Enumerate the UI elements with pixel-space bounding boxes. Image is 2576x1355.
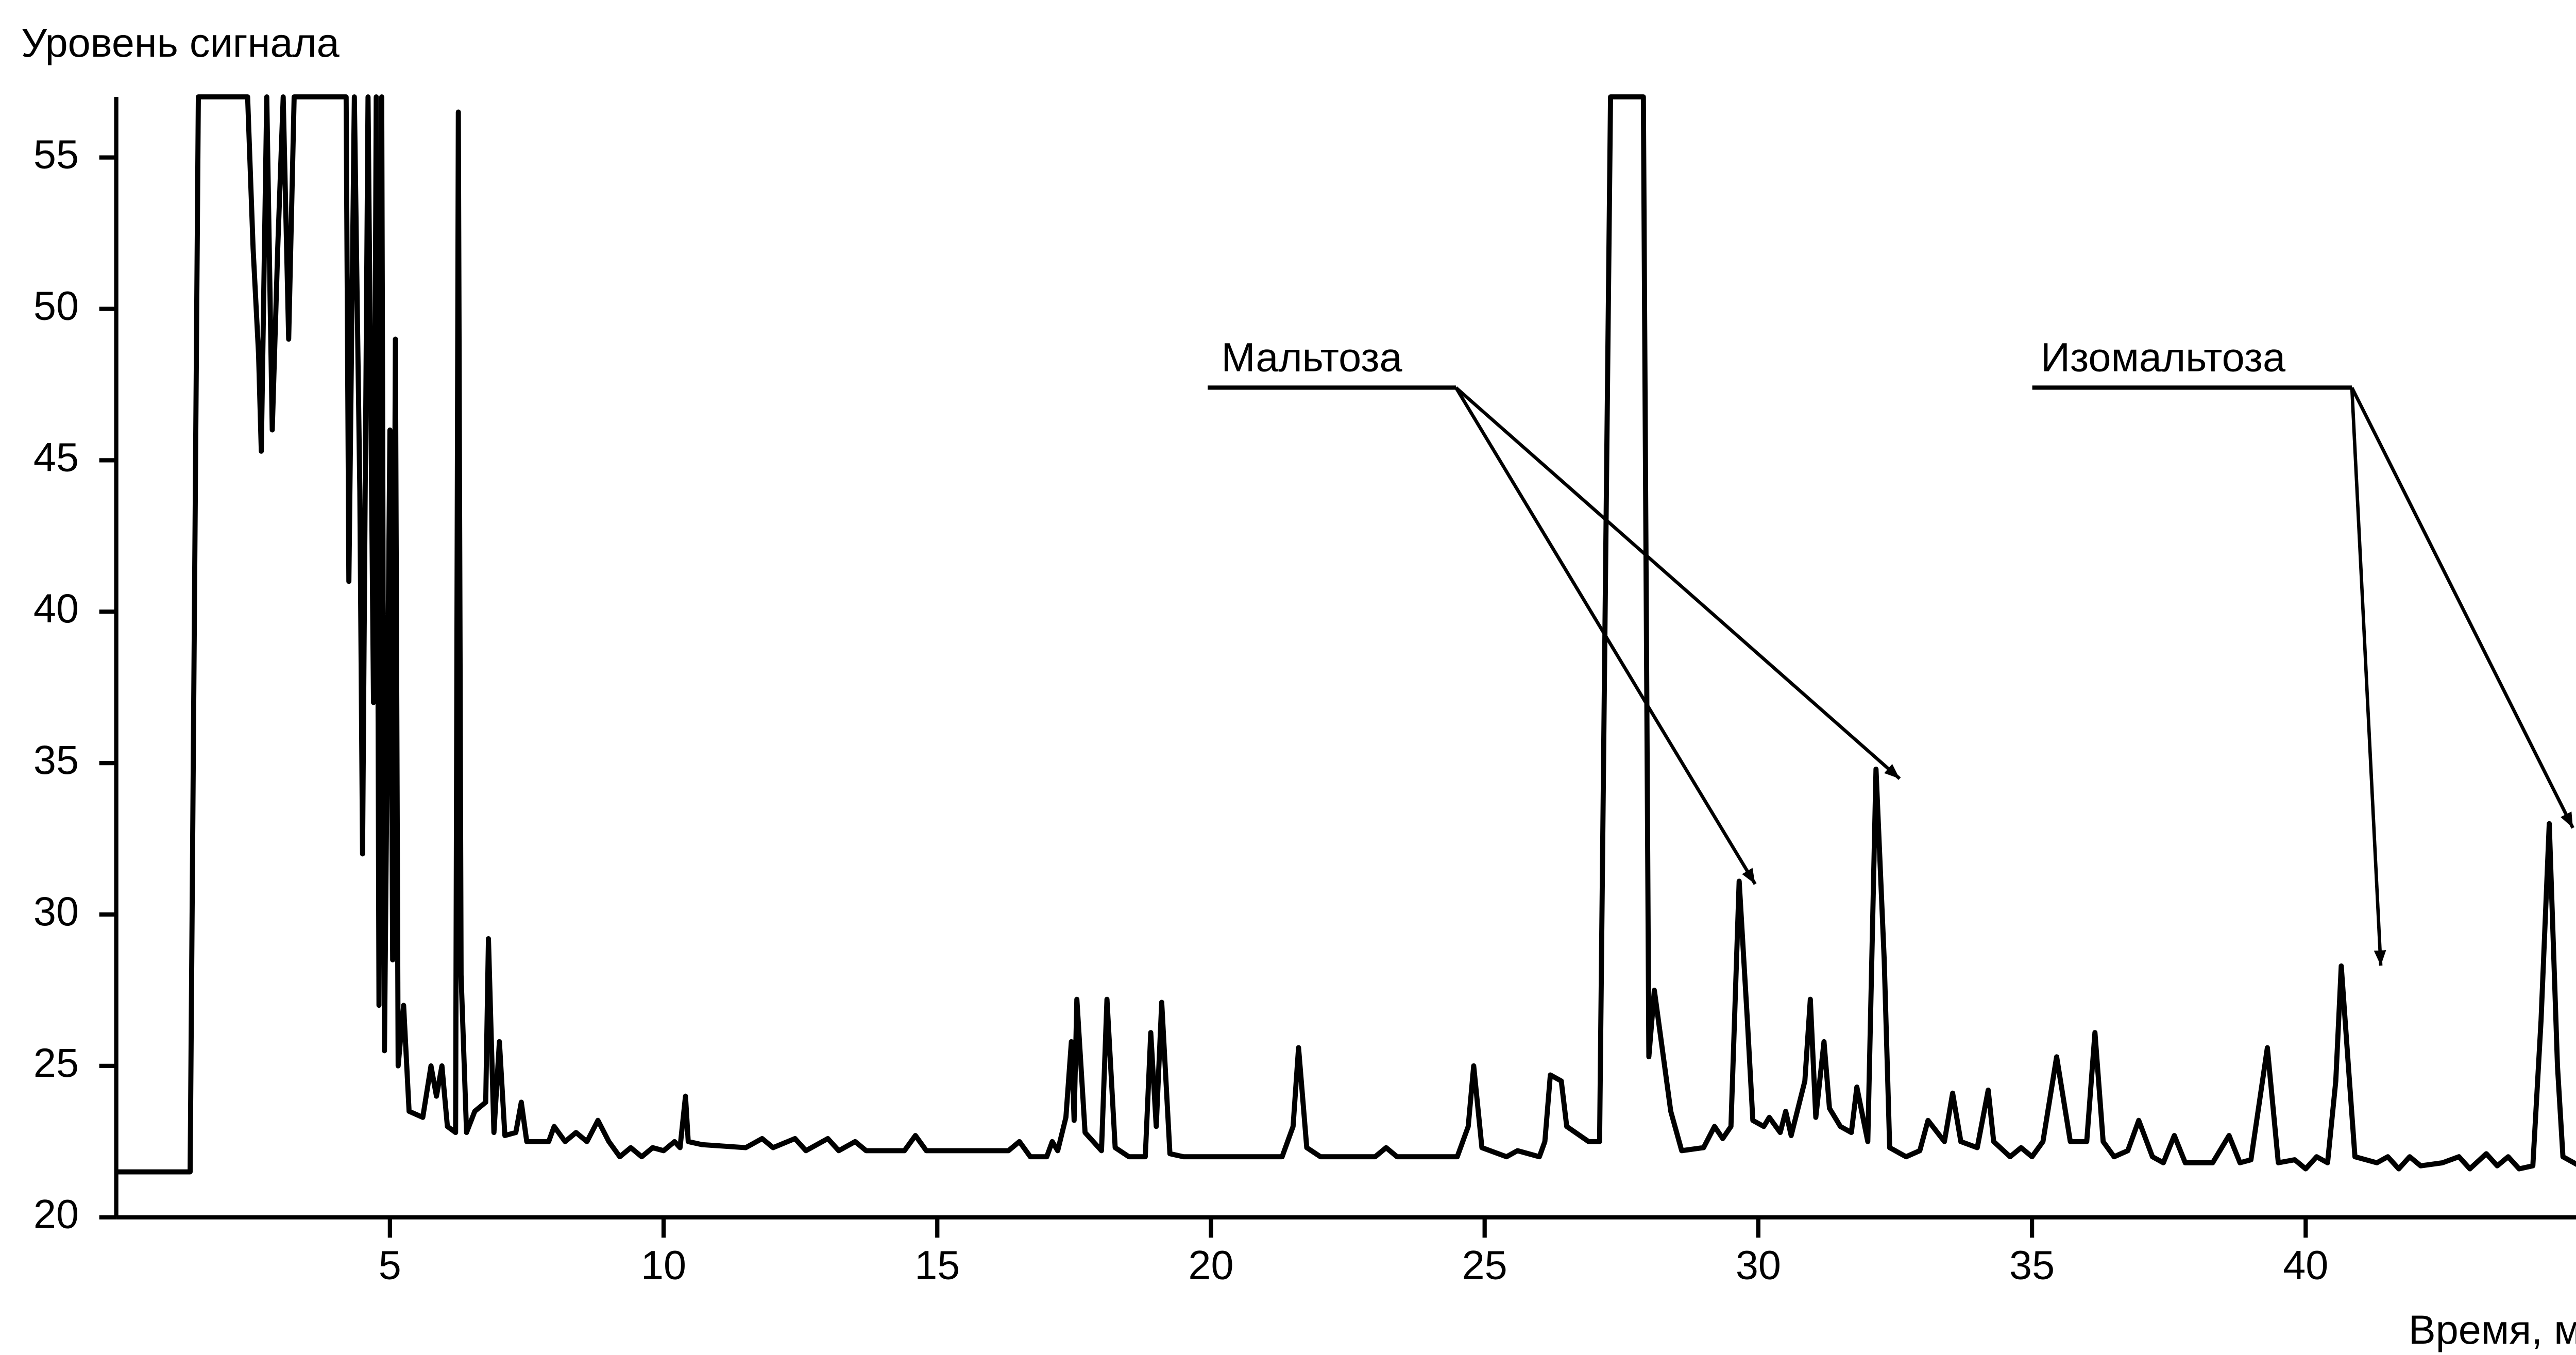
annotation-label: Изомальтоза — [2041, 334, 2286, 380]
y-tick-label: 55 — [33, 131, 79, 177]
x-tick-label: 5 — [379, 1242, 401, 1288]
annotation-arrow — [2350, 387, 2386, 966]
y-tick-label: 20 — [33, 1191, 79, 1237]
y-tick-label: 45 — [33, 434, 79, 480]
x-tick-label: 40 — [2283, 1242, 2328, 1288]
y-tick-label: 35 — [33, 737, 79, 783]
annotation-isomaltose: Изомальтоза — [2032, 334, 2574, 966]
x-tick-label: 20 — [1188, 1242, 1233, 1288]
x-tick-label: 15 — [914, 1242, 960, 1288]
x-axis-label: Время, мин — [2409, 1307, 2576, 1352]
signal-line — [116, 94, 2576, 1175]
x-tick-label: 25 — [1462, 1242, 1507, 1288]
x-tick-label: 30 — [1736, 1242, 1781, 1288]
y-tick-label: 40 — [33, 585, 79, 631]
y-tick-label: 25 — [33, 1040, 79, 1086]
annotation-arrow — [1454, 386, 1901, 780]
y-tick-label: 50 — [33, 282, 79, 328]
annotation-maltose: Мальтоза — [1208, 334, 1901, 885]
y-axis-label: Уровень сигнала — [21, 20, 340, 65]
y-tick-label: 30 — [33, 888, 79, 934]
x-tick-label: 10 — [641, 1242, 686, 1288]
annotation-label: Мальтоза — [1222, 334, 1403, 380]
annotation-arrow — [2350, 386, 2574, 829]
x-tick-label: 35 — [2009, 1242, 2055, 1288]
